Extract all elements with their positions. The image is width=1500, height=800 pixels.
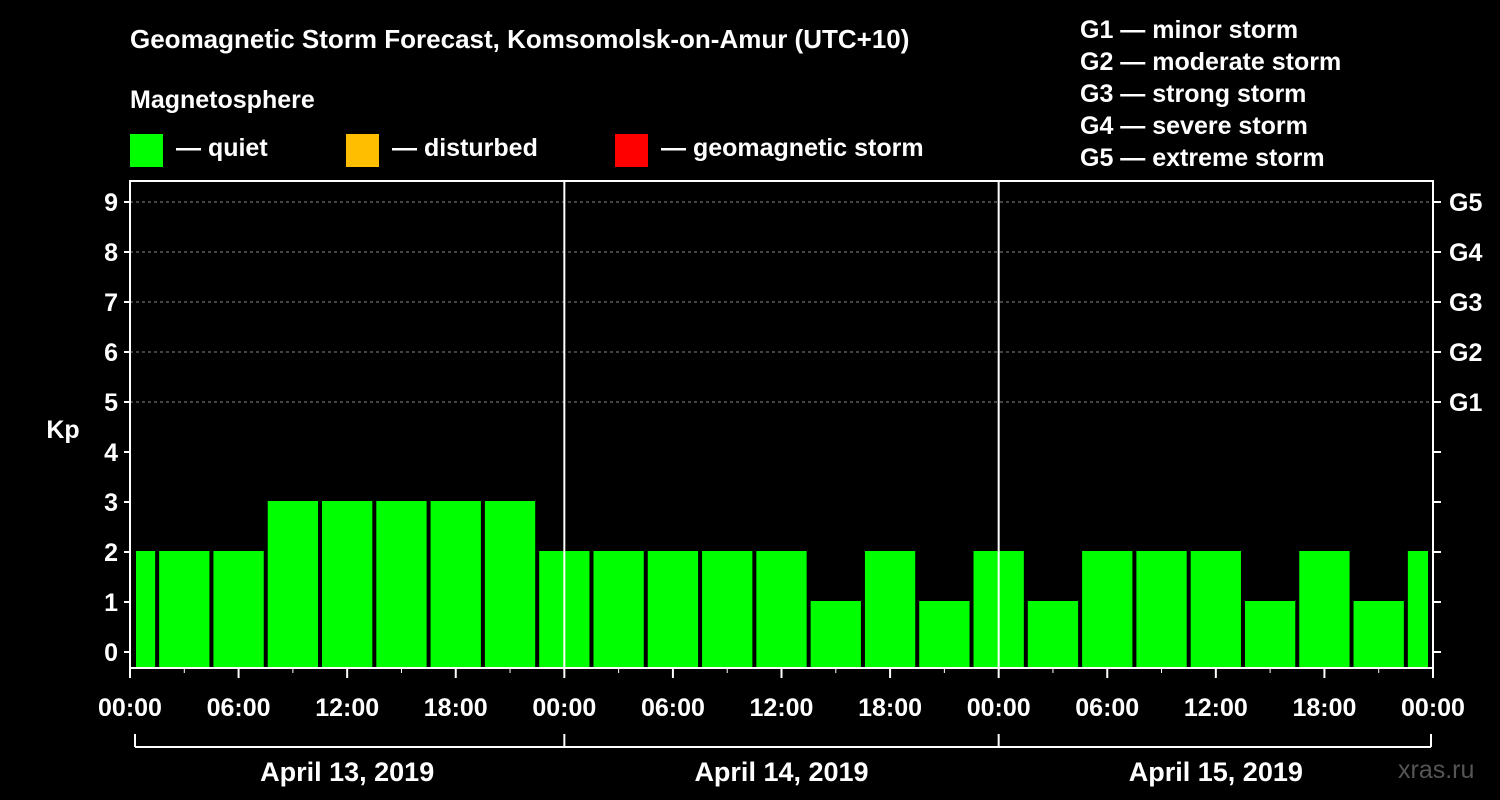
right-tick-label-g2: G2 [1449, 339, 1482, 367]
y-tick-label-2: 2 [104, 539, 118, 567]
storm-scale-g2: G2 — moderate storm [1080, 48, 1342, 76]
bar-5 [376, 501, 427, 668]
storm-scale-g4: G4 — severe storm [1080, 112, 1308, 140]
bar-24 [1407, 551, 1428, 668]
y-axis-label: Kp [46, 416, 79, 444]
bar-14 [864, 551, 916, 668]
bar-19 [1136, 551, 1187, 668]
right-tick-label-g5: G5 [1449, 189, 1482, 217]
bar-15 [919, 601, 970, 668]
x-tick-label-11: 18:00 [1292, 694, 1356, 722]
chart-title: Geomagnetic Storm Forecast, Komsomolsk-o… [130, 24, 910, 54]
x-tick-label-3: 18:00 [424, 694, 488, 722]
x-tick-label-7: 18:00 [858, 694, 922, 722]
bar-11 [702, 551, 753, 668]
x-tick-label-6: 12:00 [750, 694, 814, 722]
x-tick-label-5: 06:00 [641, 694, 705, 722]
bar-1 [159, 551, 210, 668]
magnetosphere-legend-title: Magnetosphere [130, 86, 315, 114]
y-tick-label-8: 8 [104, 239, 118, 267]
legend-label-disturbed: — disturbed [392, 134, 538, 162]
y-tick-label-0: 0 [104, 639, 118, 667]
date-label-2: April 15, 2019 [1129, 757, 1303, 787]
bar-17 [1027, 601, 1079, 668]
legend-label-quiet: — quiet [176, 134, 268, 162]
legend-swatch-quiet [130, 134, 163, 167]
bar-10 [647, 551, 699, 668]
x-tick-label-9: 06:00 [1075, 694, 1139, 722]
x-tick-label-1: 06:00 [207, 694, 271, 722]
y-tick-label-9: 9 [104, 189, 118, 217]
bar-20 [1190, 551, 1241, 668]
right-tick-label-g1: G1 [1449, 389, 1482, 417]
x-tick-label-0: 00:00 [98, 694, 162, 722]
y-tick-label-7: 7 [104, 289, 118, 317]
bar-0 [136, 551, 156, 668]
y-tick-label-6: 6 [104, 339, 118, 367]
watermark: xras.ru [1398, 756, 1475, 784]
x-tick-label-8: 00:00 [967, 694, 1031, 722]
bar-18 [1082, 551, 1133, 668]
legend-swatch-disturbed [346, 134, 379, 167]
date-label-0: April 13, 2019 [260, 757, 434, 787]
bar-9 [593, 551, 644, 668]
bar-7 [484, 501, 536, 668]
x-tick-label-12: 00:00 [1401, 694, 1465, 722]
right-tick-label-g4: G4 [1449, 239, 1482, 267]
bar-6 [430, 501, 481, 668]
storm-scale-g5: G5 — extreme storm [1080, 144, 1325, 172]
y-tick-label-3: 3 [104, 489, 118, 517]
bar-4 [322, 501, 373, 668]
x-tick-label-2: 12:00 [315, 694, 379, 722]
x-tick-label-4: 00:00 [532, 694, 596, 722]
storm-scale-g3: G3 — strong storm [1080, 80, 1307, 108]
storm-scale-g1: G1 — minor storm [1080, 16, 1299, 44]
bar-23 [1353, 601, 1404, 668]
y-tick-label-5: 5 [104, 389, 118, 417]
bar-2 [213, 551, 264, 668]
right-tick-label-g3: G3 [1449, 289, 1482, 317]
bar-3 [267, 501, 319, 668]
bar-13 [810, 601, 861, 668]
bar-12 [756, 551, 807, 668]
x-tick-label-10: 12:00 [1184, 694, 1248, 722]
y-tick-label-1: 1 [104, 589, 118, 617]
y-tick-label-4: 4 [104, 439, 118, 467]
bar-22 [1299, 551, 1350, 668]
legend-swatch-storm [615, 134, 648, 167]
date-label-1: April 14, 2019 [694, 757, 868, 787]
legend-label-storm: — geomagnetic storm [661, 134, 924, 162]
bar-21 [1244, 601, 1296, 668]
